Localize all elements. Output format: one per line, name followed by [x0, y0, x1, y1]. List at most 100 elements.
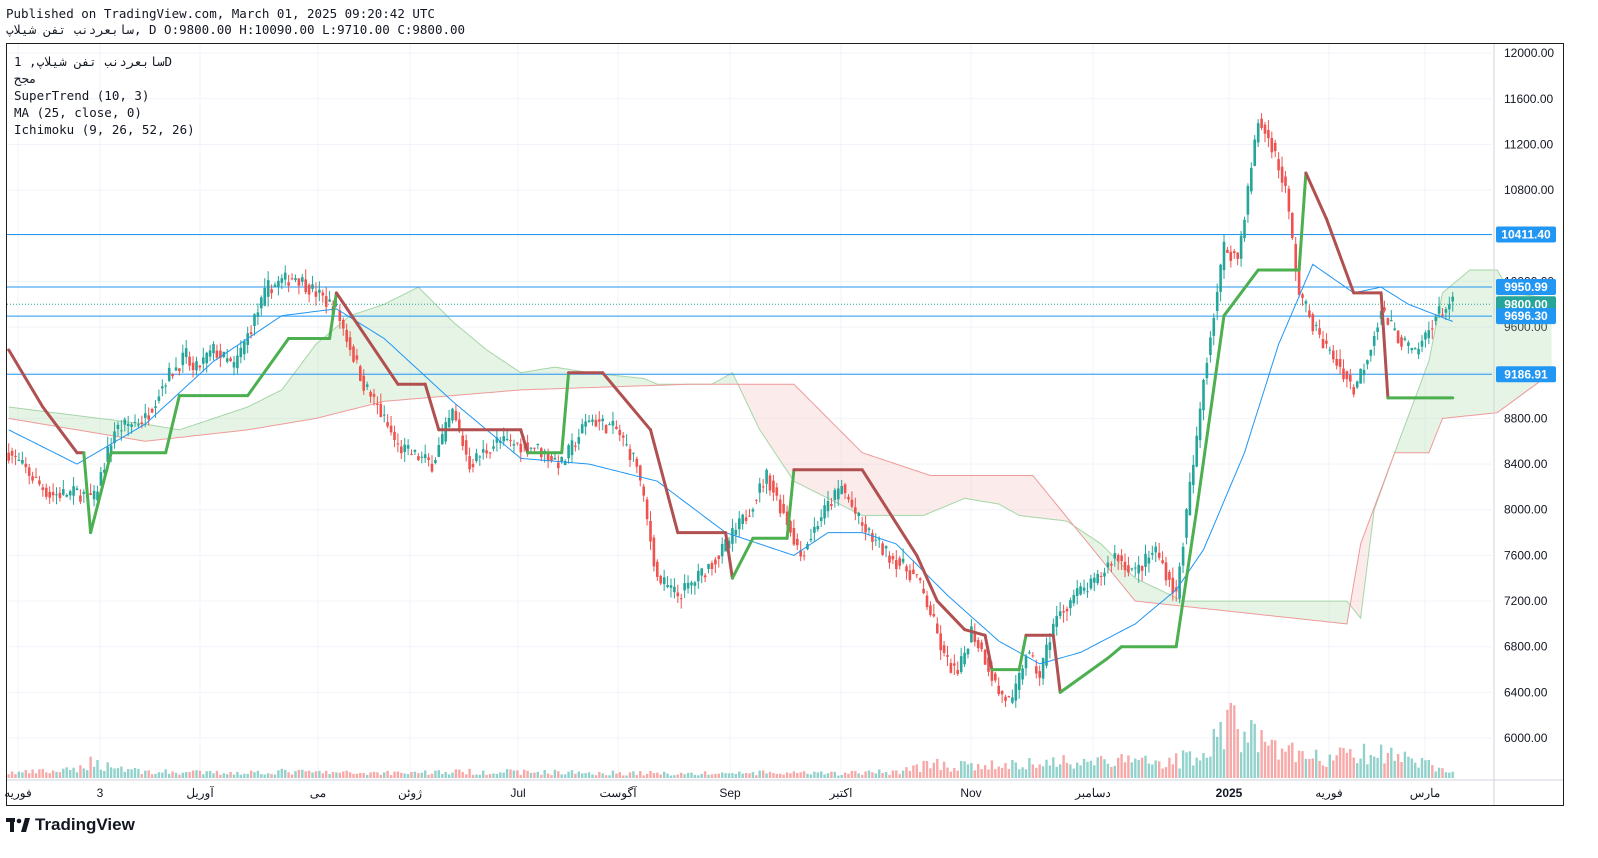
- volume-bar: [973, 770, 976, 778]
- volume-bar: [1140, 757, 1144, 778]
- candle-body: [980, 642, 983, 650]
- volume-bar: [417, 773, 420, 778]
- volume-bar: [1151, 764, 1154, 778]
- candle-body: [601, 418, 604, 422]
- candle-body: [1345, 371, 1349, 380]
- candle-body: [48, 491, 51, 498]
- volume-bar: [1069, 764, 1072, 778]
- volume-bar: [526, 770, 529, 778]
- candle-body: [441, 434, 444, 445]
- candle-body: [232, 362, 236, 368]
- tradingview-logo[interactable]: TradingView: [6, 814, 135, 836]
- candle-body: [703, 575, 707, 578]
- candle-body: [1253, 139, 1256, 166]
- candle-body: [922, 588, 925, 594]
- volume-bar: [707, 774, 710, 778]
- legend-indicator-ma[interactable]: MA (25, close, 0): [14, 105, 142, 120]
- legend-indicator-ichimoku[interactable]: Ichimoku (9, 26, 52, 26): [14, 122, 195, 137]
- candle-body: [123, 419, 127, 425]
- volume-bar: [335, 772, 338, 778]
- candle-body: [1287, 188, 1291, 212]
- volume-bar: [782, 774, 785, 778]
- volume-bar: [1304, 758, 1308, 778]
- candle-body: [854, 507, 857, 514]
- candle-body: [205, 352, 208, 364]
- volume-bar: [1052, 757, 1055, 778]
- volume-bar: [656, 772, 659, 778]
- legend-indicator-supertrend[interactable]: SuperTrend (10, 3): [14, 88, 150, 103]
- volume-bar: [10, 771, 14, 778]
- candle-body: [1137, 564, 1140, 574]
- x-tick-label: آوریل: [186, 785, 214, 800]
- chart-legend: سابعردنب تفن شيلاپ, 1D مجح SuperTrend (1…: [14, 53, 195, 138]
- volume-bar: [413, 771, 417, 778]
- volume-bar: [758, 770, 761, 778]
- volume-bar: [652, 773, 656, 778]
- candle-body: [1444, 309, 1448, 313]
- supertrend-down-line: [1051, 633, 1062, 694]
- candle-body: [400, 446, 403, 454]
- volume-bar: [1277, 759, 1280, 778]
- volume-bar: [400, 772, 403, 778]
- volume-bar: [144, 770, 147, 778]
- volume-bar: [253, 772, 256, 778]
- candle-body: [1178, 566, 1181, 599]
- volume-bar: [386, 770, 389, 778]
- candle-body: [837, 488, 840, 500]
- candle-body: [666, 585, 669, 587]
- candle-body: [99, 472, 103, 486]
- candle-body: [195, 361, 198, 371]
- volume-bar: [857, 773, 860, 778]
- candle-body: [1011, 697, 1014, 703]
- volume-bar: [1065, 762, 1069, 778]
- volume-bar: [908, 770, 912, 778]
- candle-body: [359, 366, 362, 381]
- volume-bar: [536, 771, 539, 778]
- volume-bar: [502, 772, 505, 778]
- candle-body: [1215, 291, 1219, 311]
- volume-bar: [516, 770, 519, 778]
- volume-bar: [103, 771, 106, 778]
- volume-bar: [994, 769, 997, 778]
- volume-bar: [1055, 766, 1058, 778]
- candle-body: [198, 365, 202, 368]
- volume-bar: [1018, 769, 1021, 778]
- candle-body: [1185, 509, 1188, 538]
- volume-bar: [191, 770, 195, 778]
- candle-body: [1116, 555, 1120, 562]
- candle-body: [437, 445, 441, 457]
- candle-body: [891, 556, 895, 560]
- candle-body: [939, 633, 942, 651]
- candle-body: [167, 367, 171, 381]
- volume-bar: [140, 774, 143, 778]
- x-tick-label: Jul: [510, 786, 525, 800]
- candle-body: [113, 431, 116, 444]
- volume-bar: [161, 772, 164, 778]
- candle-body: [901, 558, 905, 563]
- volume-bar: [396, 771, 400, 778]
- candle-body: [1280, 166, 1284, 183]
- volume-bar: [236, 772, 239, 778]
- volume-bar: [1059, 764, 1062, 778]
- candle-body: [529, 447, 533, 449]
- chart-frame[interactable]: [6, 43, 1564, 806]
- volume-bar: [645, 773, 649, 778]
- candle-body: [936, 623, 939, 634]
- volume-bar: [1356, 763, 1359, 778]
- candle-body: [830, 503, 833, 506]
- candle-body: [512, 444, 516, 446]
- volume-bar: [751, 772, 755, 778]
- volume-bar: [1110, 767, 1113, 778]
- candle-body: [1386, 318, 1390, 325]
- volume-bar: [393, 771, 396, 778]
- price-tag-label: 9186.91: [1504, 367, 1548, 381]
- candle-body: [38, 480, 41, 485]
- candle-body: [488, 452, 492, 454]
- candle-body: [181, 352, 185, 366]
- volume-bar: [171, 771, 174, 778]
- candle-body: [905, 566, 908, 572]
- candle-body: [376, 403, 379, 405]
- volume-bar: [362, 773, 365, 778]
- volume-bar: [133, 768, 137, 778]
